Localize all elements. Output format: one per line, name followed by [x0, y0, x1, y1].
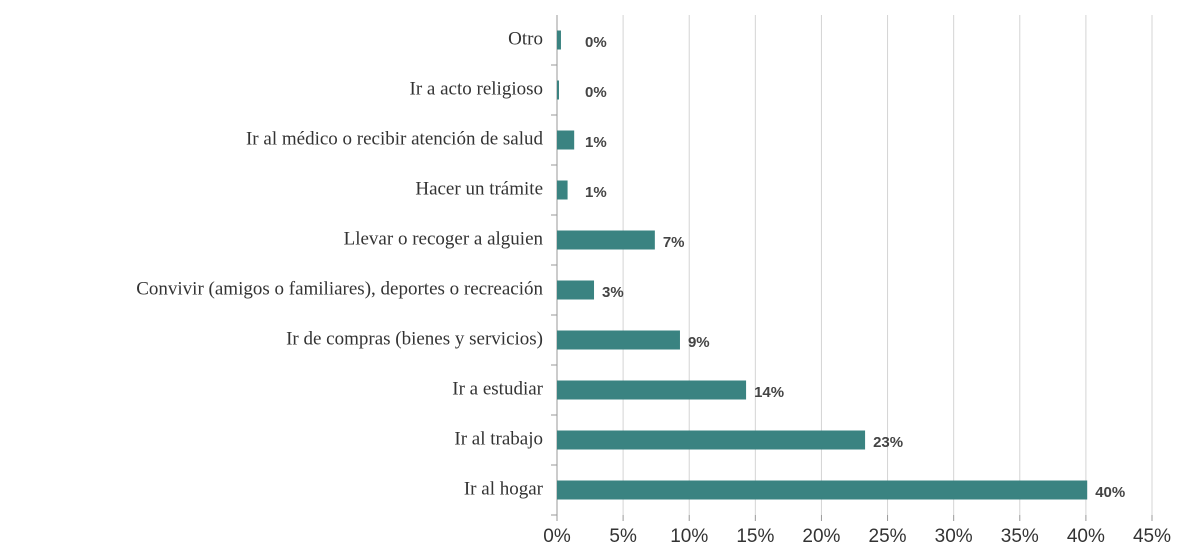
bar	[557, 380, 747, 400]
value-label: 14%	[754, 384, 784, 401]
y-tick-label: Hacer un trámite	[415, 178, 543, 199]
y-tick-label: Ir a acto religioso	[410, 78, 543, 99]
x-tick-label: 5%	[609, 526, 637, 546]
y-tick-label: Ir al médico o recibir atención de salud	[246, 128, 544, 149]
bar	[557, 80, 559, 100]
y-tick-label: Llevar o recoger a alguien	[344, 228, 544, 249]
x-tick-label: 45%	[1133, 526, 1171, 546]
value-label: 7%	[663, 234, 685, 251]
value-label: 0%	[585, 84, 607, 101]
bar	[557, 430, 866, 450]
value-label: 0%	[585, 34, 607, 51]
bar	[557, 230, 655, 250]
value-label: 3%	[602, 284, 624, 301]
bar	[557, 330, 680, 350]
bar	[557, 130, 575, 150]
value-label: 40%	[1095, 484, 1125, 501]
y-tick-label: Otro	[508, 28, 543, 49]
x-tick-label: 30%	[935, 526, 973, 546]
y-tick-label: Ir a estudiar	[452, 378, 543, 399]
value-label: 1%	[585, 134, 607, 151]
bar	[557, 30, 561, 50]
x-tick-label: 20%	[802, 526, 840, 546]
y-tick-label: Ir al trabajo	[454, 428, 543, 449]
y-tick-label: Ir de compras (bienes y servicios)	[286, 328, 543, 349]
x-tick-label: 0%	[543, 526, 571, 546]
value-label: 1%	[585, 184, 607, 201]
value-label: 9%	[688, 334, 710, 351]
x-tick-label: 10%	[670, 526, 708, 546]
x-tick-label: 15%	[736, 526, 774, 546]
bar	[557, 180, 568, 200]
bar	[557, 480, 1088, 500]
value-label: 23%	[873, 434, 903, 451]
x-tick-label: 25%	[869, 526, 907, 546]
y-tick-label: Convivir (amigos o familiares), deportes…	[136, 278, 543, 299]
y-tick-label: Ir al hogar	[464, 478, 544, 499]
bar	[557, 280, 595, 300]
x-tick-label: 35%	[1001, 526, 1039, 546]
x-tick-label: 40%	[1067, 526, 1105, 546]
